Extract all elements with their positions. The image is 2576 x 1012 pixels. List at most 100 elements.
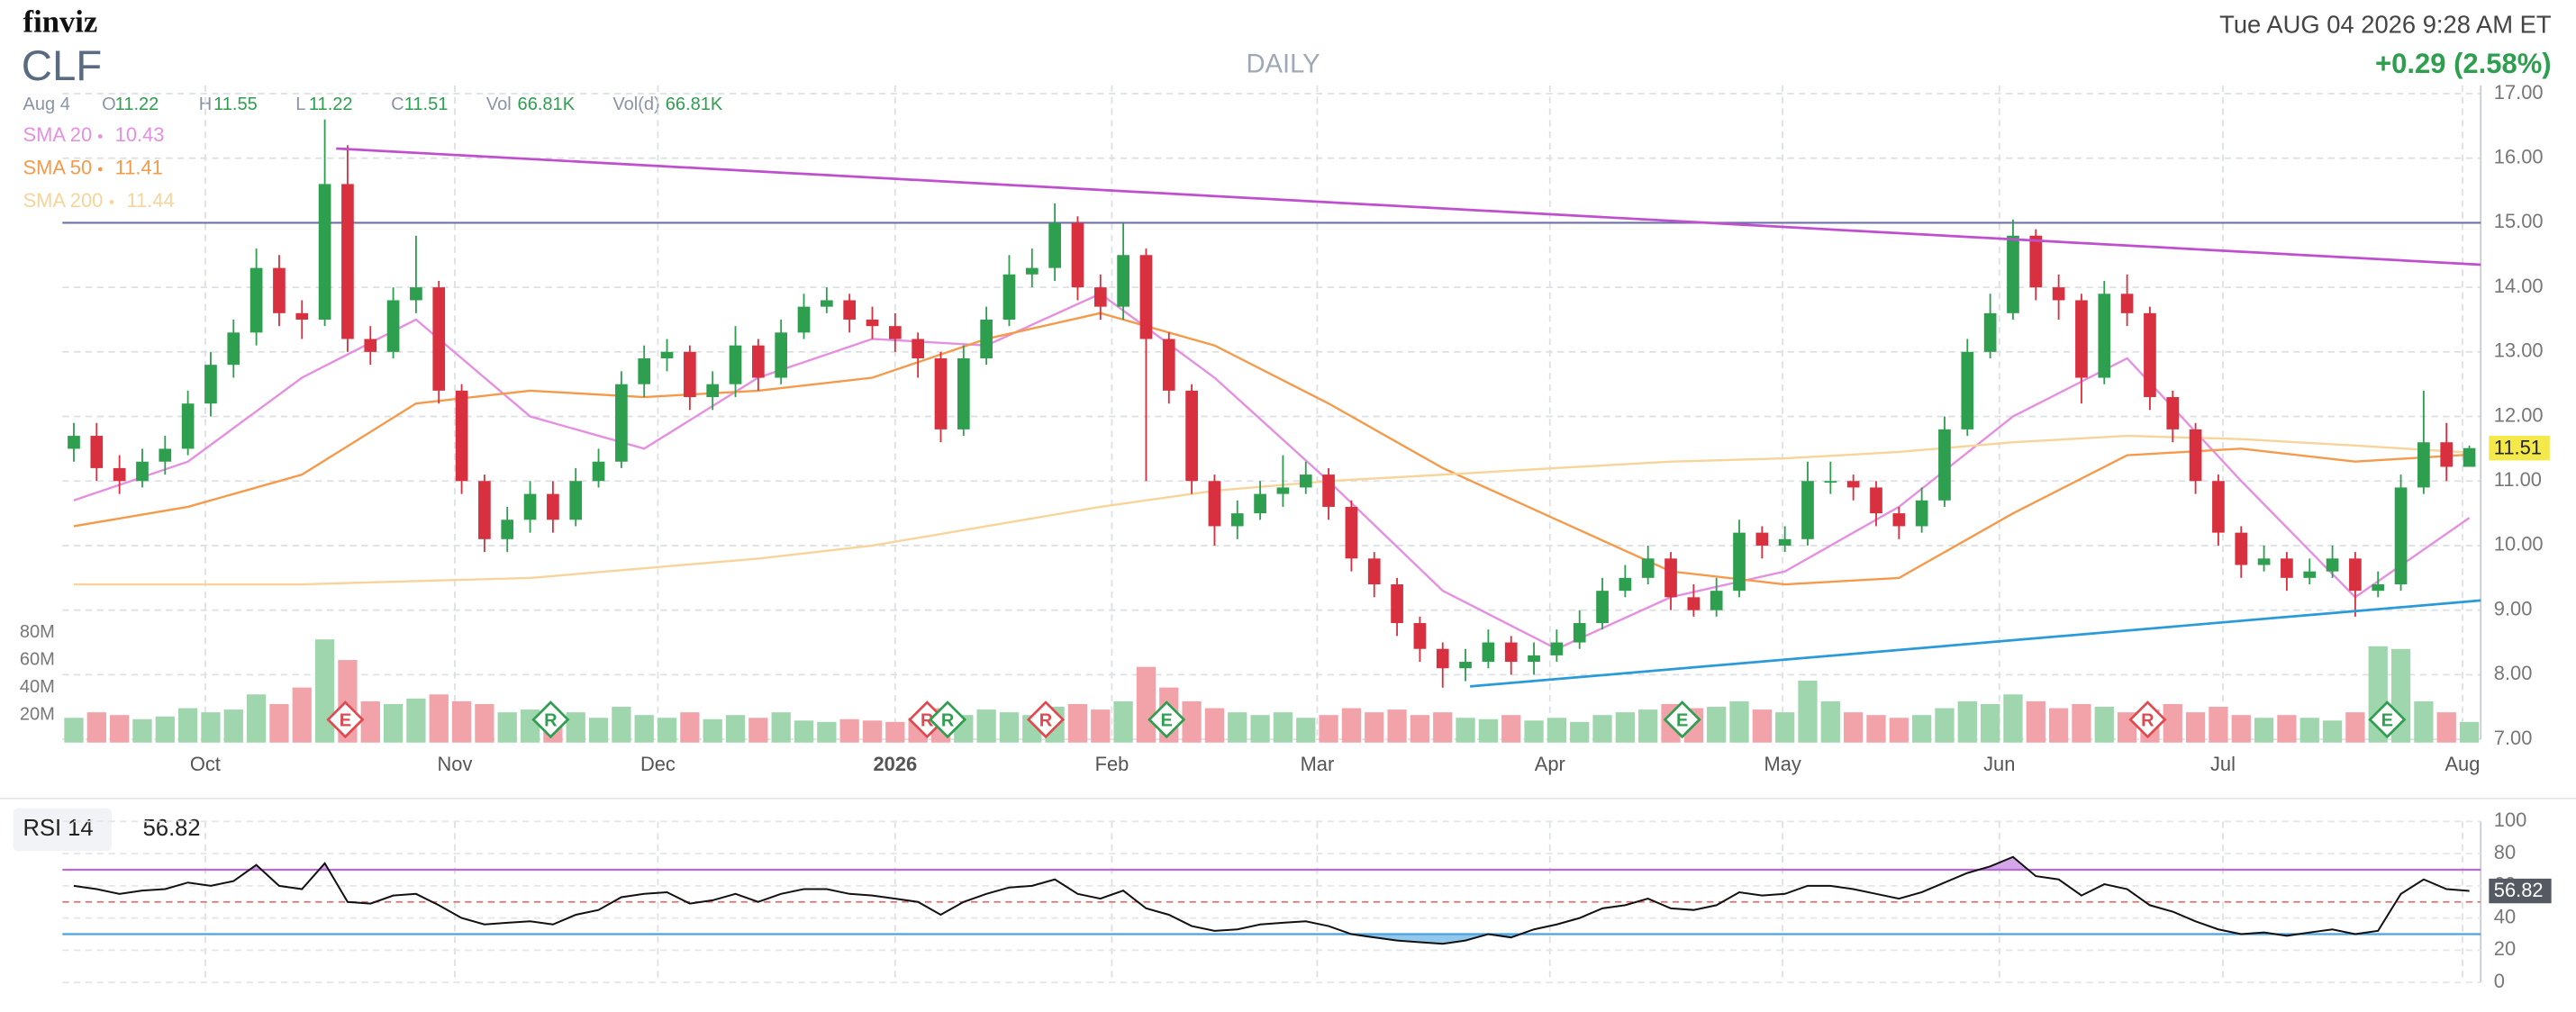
candle-body — [501, 520, 514, 539]
quote-label: Vol(d) — [612, 95, 659, 114]
x-tick-label: Aug — [2444, 753, 2480, 775]
candle-body — [1892, 513, 1906, 527]
rsi-tick-label: 100 — [2494, 809, 2526, 831]
candle-body — [1801, 481, 1814, 539]
volume-bar — [1524, 720, 1544, 743]
candle-body — [1733, 532, 1746, 592]
rsi-tick-label: 40 — [2494, 905, 2516, 927]
candle-body — [2326, 558, 2339, 572]
volume-bar — [1592, 715, 1612, 743]
candle-body — [1528, 655, 1540, 663]
candle-body — [2303, 571, 2317, 578]
volume-bar — [475, 703, 494, 743]
volume-bar — [2003, 694, 2023, 743]
legend-value: 11.41 — [115, 157, 163, 179]
volume-bar — [2322, 720, 2343, 743]
legend-value: 10.43 — [115, 123, 165, 146]
candle-body — [1938, 429, 1951, 501]
volume-bar — [771, 712, 791, 743]
candle-body — [1915, 500, 1928, 527]
volume-tick-label: 40M — [20, 677, 55, 697]
candle-body — [1436, 648, 1449, 669]
candle-body — [1710, 591, 1723, 610]
candle-body — [706, 384, 720, 398]
candle-body — [1048, 222, 1061, 268]
volume-bar — [1365, 712, 1384, 743]
candle-body — [1619, 577, 1632, 592]
quote-label: O — [102, 95, 116, 114]
last-price: 11.51 — [2494, 436, 2542, 458]
y-tick-label: 15.00 — [2494, 210, 2544, 232]
candle-body — [2417, 442, 2430, 488]
volume-bar — [817, 721, 837, 743]
volume-bar — [1957, 700, 1977, 743]
candle-body — [1413, 623, 1427, 649]
candle-body — [1208, 481, 1221, 527]
candle-body — [2120, 294, 2134, 313]
candle-body — [2440, 442, 2454, 467]
volume-bar — [1798, 680, 1818, 743]
volume-bar — [1456, 718, 1475, 743]
volume-bar — [1296, 718, 1316, 743]
event-marker — [326, 700, 365, 739]
candle-body — [295, 312, 309, 320]
volume-bar — [2436, 712, 2456, 743]
event-marker — [928, 700, 967, 739]
candle-body — [181, 403, 195, 449]
event-label: E — [340, 710, 351, 730]
quote-label: L — [295, 95, 305, 114]
candle-body — [1459, 662, 1472, 669]
candle-body — [523, 493, 537, 520]
volume-bar — [1775, 712, 1795, 743]
volume-bar — [1091, 709, 1111, 743]
quote-date: Aug 4 — [23, 95, 70, 114]
event-label: E — [2381, 710, 2393, 730]
legend-name: SMA 50 — [23, 157, 93, 179]
candle-body — [888, 326, 902, 339]
legend-separator — [109, 200, 114, 204]
volume-bar — [612, 707, 631, 743]
quote-value: 11.55 — [213, 95, 258, 114]
volume-bar — [2209, 707, 2228, 743]
y-tick-label: 9.00 — [2494, 597, 2533, 619]
candle-body — [2394, 487, 2408, 585]
candle-body — [364, 339, 377, 352]
candle-body — [1983, 312, 1997, 352]
candle-body — [1345, 506, 1358, 559]
event-label: R — [2141, 710, 2154, 730]
x-tick-label: 2026 — [873, 753, 917, 775]
event-marker — [2128, 700, 2167, 739]
event-label: R — [941, 710, 955, 730]
candle-body — [2052, 287, 2065, 301]
volume-bar — [155, 716, 175, 743]
event-label: E — [1676, 710, 1688, 730]
rsi-line — [73, 855, 2470, 945]
volume-bar — [885, 721, 905, 743]
candle-body — [660, 351, 674, 359]
logo[interactable]: finviz — [23, 5, 98, 39]
candle-body — [1071, 222, 1084, 288]
volume-bar — [1136, 666, 1156, 743]
volume-bar — [2254, 718, 2274, 743]
volume-bar — [1638, 709, 1658, 743]
volume-tick-label: 80M — [20, 622, 55, 642]
candle-body — [1573, 623, 1586, 643]
candle-body — [797, 306, 811, 333]
candle-body — [2029, 235, 2043, 288]
sma-line — [73, 312, 2470, 586]
candle-body — [843, 300, 857, 320]
volume-bar — [383, 703, 404, 743]
volume-bar — [2048, 708, 2069, 743]
event-marker — [2368, 700, 2407, 739]
x-tick-label: Mar — [1301, 753, 1335, 775]
y-tick-label: 11.00 — [2494, 468, 2542, 491]
quote-value: 66.81K — [518, 95, 576, 114]
candle-body — [1482, 642, 1495, 663]
y-tick-label: 12.00 — [2494, 403, 2544, 426]
volume-bar — [1866, 715, 1886, 743]
y-tick-label: 10.00 — [2494, 533, 2544, 556]
volume-bar — [269, 703, 289, 743]
candle-body — [410, 287, 422, 301]
event-marker — [531, 700, 570, 739]
volume-bar — [86, 712, 106, 743]
